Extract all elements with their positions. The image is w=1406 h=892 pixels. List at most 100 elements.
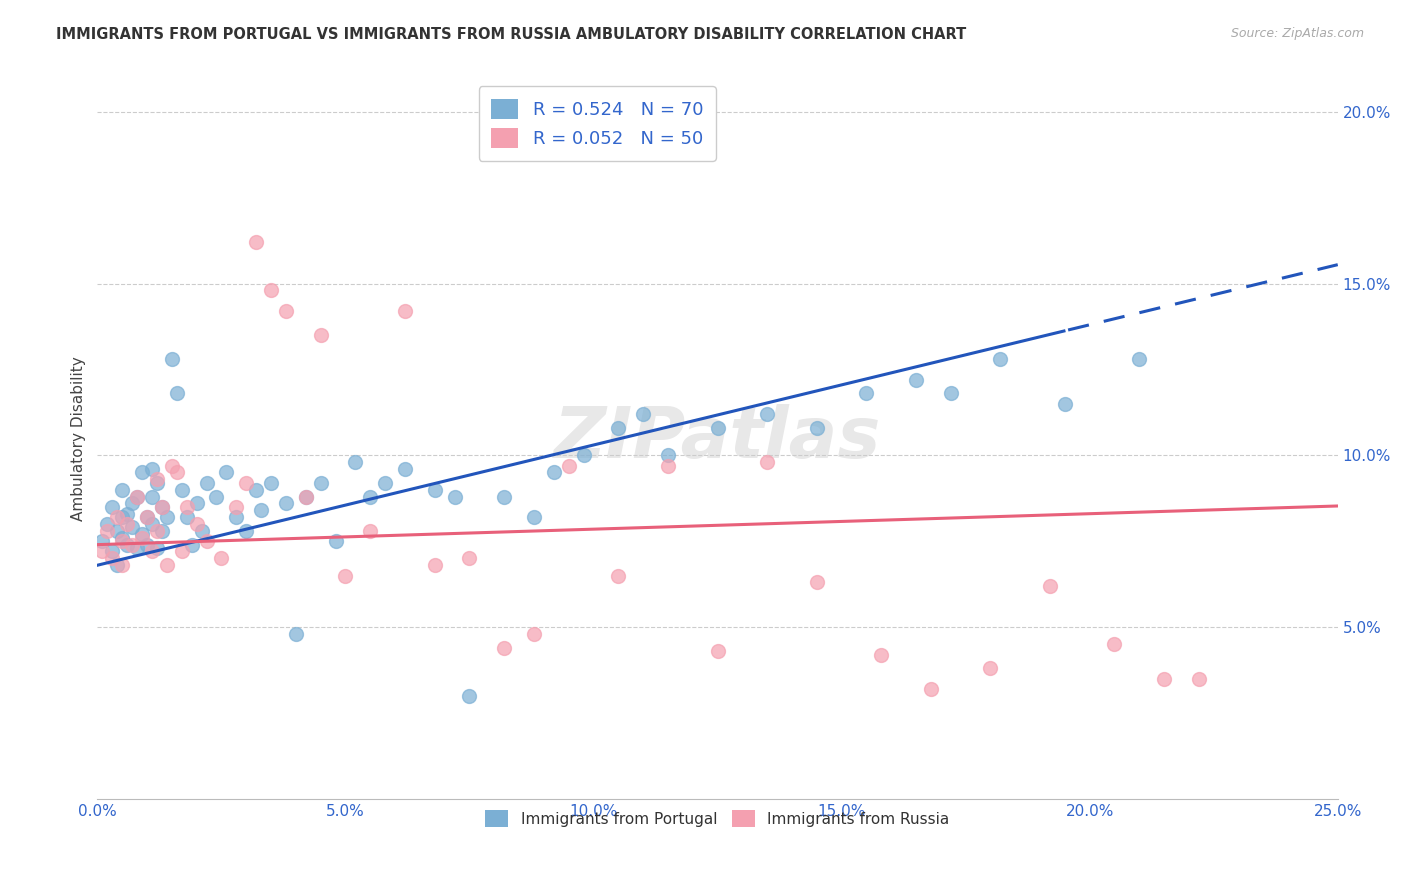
Point: [105, 510, 128, 524]
Point: [170, 544, 193, 558]
Point: [335, 568, 357, 582]
Point: [186, 496, 208, 510]
Point: [274, 496, 297, 510]
Point: [225, 500, 247, 514]
Point: [91, 534, 114, 549]
Point: [209, 551, 232, 566]
Point: [125, 490, 148, 504]
Point: [870, 648, 893, 662]
Point: [195, 475, 218, 490]
Point: [121, 496, 143, 510]
Point: [756, 407, 779, 421]
Point: [160, 352, 183, 367]
Point: [225, 510, 247, 524]
Point: [657, 448, 679, 462]
Text: IMMIGRANTS FROM PORTUGAL VS IMMIGRANTS FROM RUSSIA AMBULATORY DISABILITY CORRELA: IMMIGRANTS FROM PORTUGAL VS IMMIGRANTS F…: [56, 27, 966, 42]
Point: [96, 524, 118, 538]
Point: [706, 421, 728, 435]
Point: [111, 510, 134, 524]
Point: [101, 544, 124, 558]
Point: [325, 534, 347, 549]
Point: [111, 531, 134, 545]
Point: [920, 681, 942, 696]
Point: [180, 538, 202, 552]
Point: [806, 575, 828, 590]
Point: [125, 541, 148, 555]
Point: [141, 462, 163, 476]
Point: [205, 490, 228, 504]
Point: [131, 531, 153, 545]
Point: [156, 510, 179, 524]
Point: [756, 455, 779, 469]
Point: [170, 483, 193, 497]
Point: [141, 490, 163, 504]
Point: [1128, 352, 1150, 367]
Point: [1104, 637, 1126, 651]
Point: [1053, 397, 1076, 411]
Point: [394, 304, 416, 318]
Point: [260, 284, 283, 298]
Point: [115, 507, 138, 521]
Point: [146, 541, 169, 555]
Point: [979, 661, 1001, 675]
Point: [607, 421, 630, 435]
Point: [309, 328, 332, 343]
Point: [121, 520, 143, 534]
Point: [235, 524, 257, 538]
Point: [121, 538, 143, 552]
Point: [166, 466, 188, 480]
Point: [423, 558, 446, 573]
Point: [557, 458, 579, 473]
Point: [146, 475, 169, 490]
Point: [423, 483, 446, 497]
Point: [150, 500, 173, 514]
Point: [235, 475, 257, 490]
Point: [111, 534, 134, 549]
Point: [176, 510, 198, 524]
Point: [115, 516, 138, 531]
Point: [150, 500, 173, 514]
Point: [176, 500, 198, 514]
Point: [294, 490, 316, 504]
Point: [572, 448, 595, 462]
Point: [1039, 579, 1062, 593]
Point: [136, 538, 159, 552]
Point: [215, 466, 238, 480]
Point: [245, 235, 267, 250]
Point: [186, 516, 208, 531]
Point: [607, 568, 630, 582]
Point: [359, 524, 381, 538]
Point: [131, 466, 153, 480]
Legend: Immigrants from Portugal, Immigrants from Russia: Immigrants from Portugal, Immigrants fro…: [478, 803, 957, 835]
Point: [91, 544, 114, 558]
Point: [990, 352, 1012, 367]
Point: [359, 490, 381, 504]
Point: [260, 475, 283, 490]
Point: [111, 558, 134, 573]
Point: [494, 640, 516, 655]
Point: [111, 483, 134, 497]
Point: [105, 558, 128, 573]
Y-axis label: Ambulatory Disability: Ambulatory Disability: [72, 356, 86, 521]
Point: [274, 304, 297, 318]
Point: [458, 551, 481, 566]
Point: [105, 524, 128, 538]
Point: [141, 516, 163, 531]
Point: [136, 510, 159, 524]
Point: [543, 466, 565, 480]
Point: [309, 475, 332, 490]
Text: ZIPatlas: ZIPatlas: [554, 404, 882, 473]
Point: [160, 458, 183, 473]
Text: Source: ZipAtlas.com: Source: ZipAtlas.com: [1230, 27, 1364, 40]
Point: [939, 386, 962, 401]
Point: [458, 689, 481, 703]
Point: [190, 524, 212, 538]
Point: [523, 510, 546, 524]
Point: [284, 627, 307, 641]
Point: [374, 475, 396, 490]
Point: [1188, 672, 1211, 686]
Point: [394, 462, 416, 476]
Point: [125, 490, 148, 504]
Point: [344, 455, 367, 469]
Point: [101, 500, 124, 514]
